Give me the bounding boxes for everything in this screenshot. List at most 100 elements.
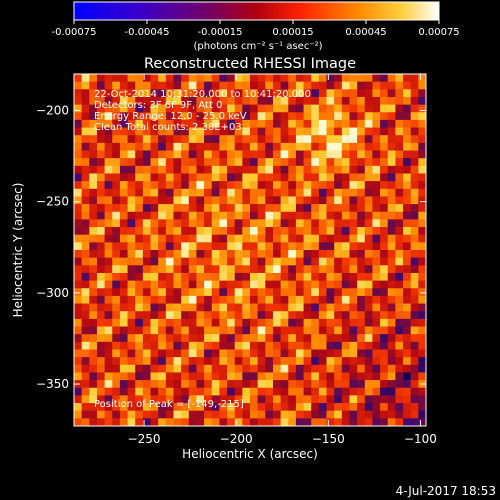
- heatmap-cell: [173, 81, 182, 90]
- heatmap-cell: [89, 326, 98, 335]
- heatmap-cell: [395, 250, 404, 259]
- heatmap-cell: [326, 127, 335, 136]
- heatmap-cell: [104, 74, 113, 83]
- heatmap-cell: [410, 410, 419, 419]
- heatmap-cell: [104, 234, 113, 243]
- heatmap-cell: [265, 288, 274, 297]
- heatmap-cell: [410, 234, 419, 243]
- heatmap-cell: [295, 242, 304, 251]
- heatmap-cell: [410, 74, 419, 83]
- heatmap-cell: [257, 112, 266, 121]
- heatmap-cell: [112, 265, 121, 274]
- heatmap-cell: [395, 272, 404, 282]
- heatmap-cell: [119, 211, 128, 220]
- heatmap-cell: [334, 165, 343, 174]
- heatmap-cell: [188, 288, 197, 297]
- heatmap-cell: [173, 211, 182, 220]
- heatmap-cell: [318, 112, 327, 121]
- heatmap-cell: [158, 311, 167, 320]
- heatmap-cell: [173, 165, 182, 174]
- heatmap-cell: [295, 272, 304, 282]
- heatmap-cell: [395, 387, 404, 396]
- heatmap-cell: [303, 265, 312, 274]
- heatmap-cell: [96, 334, 106, 343]
- heatmap-cell: [89, 173, 98, 182]
- heatmap-cell: [318, 357, 327, 366]
- heatmap-cell: [112, 96, 121, 106]
- heatmap-cell: [272, 387, 282, 396]
- heatmap-cell: [74, 181, 83, 190]
- heatmap-cell: [242, 357, 251, 366]
- heatmap-cell: [410, 150, 419, 159]
- heatmap-cell: [410, 142, 419, 151]
- heatmap-cell: [280, 357, 289, 366]
- heatmap-cell: [165, 219, 174, 228]
- heatmap-cell: [188, 242, 197, 251]
- heatmap-cell: [295, 204, 304, 213]
- heatmap-cell: [142, 81, 151, 90]
- heatmap-cell: [349, 364, 358, 373]
- heatmap-cell: [403, 96, 412, 106]
- heatmap-cell: [135, 303, 144, 312]
- heatmap-cell: [349, 204, 358, 213]
- heatmap-cell: [74, 395, 83, 404]
- heatmap-cell: [211, 119, 220, 128]
- heatmap-cell: [204, 311, 213, 320]
- heatmap-cell: [303, 227, 312, 236]
- heatmap-cell: [349, 227, 358, 236]
- heatmap-cell: [89, 81, 98, 90]
- heatmap-cell: [326, 234, 335, 243]
- heatmap-cell: [104, 242, 113, 251]
- heatmap-cell: [112, 349, 121, 358]
- heatmap-cell: [280, 334, 289, 343]
- heatmap-cell: [211, 227, 220, 236]
- heatmap-cell: [181, 288, 190, 297]
- heatmap-cell: [250, 326, 259, 335]
- heatmap-cell: [318, 334, 327, 343]
- heatmap-cell: [410, 395, 419, 404]
- heatmap-cell: [211, 188, 220, 197]
- heatmap-cell: [357, 250, 366, 259]
- heatmap-cell: [96, 96, 106, 106]
- heatmap-cell: [81, 318, 90, 327]
- heatmap-cell: [81, 196, 90, 205]
- heatmap-cell: [204, 150, 213, 159]
- heatmap-cell: [96, 387, 106, 396]
- heatmap-cell: [135, 227, 144, 236]
- heatmap-cell: [127, 403, 136, 412]
- heatmap-cell: [380, 250, 389, 259]
- heatmap-cell: [188, 165, 197, 174]
- heatmap-cell: [341, 104, 350, 113]
- heatmap-cell: [165, 81, 174, 90]
- heatmap-cell: [150, 219, 159, 228]
- heatmap-cell: [257, 74, 266, 83]
- heatmap-cell: [372, 242, 381, 251]
- heatmap-cell: [188, 127, 197, 136]
- heatmap-cell: [265, 127, 274, 136]
- heatmap-cell: [104, 403, 113, 412]
- heatmap-cell: [173, 280, 182, 289]
- heatmap-cell: [81, 387, 90, 396]
- heatmap-cell: [242, 265, 251, 274]
- heatmap-cell: [364, 418, 373, 426]
- heatmap-cell: [380, 89, 389, 98]
- heatmap-cell: [272, 380, 282, 389]
- heatmap-cell: [257, 380, 266, 389]
- heatmap-cell: [395, 280, 404, 289]
- heatmap-cell: [96, 341, 106, 350]
- heatmap-cell: [380, 418, 389, 426]
- heatmap-cell: [372, 96, 381, 106]
- heatmap-cell: [119, 387, 128, 396]
- heatmap-cell: [403, 181, 412, 190]
- heatmap-cell: [74, 326, 83, 335]
- heatmap-cell: [135, 311, 144, 320]
- heatmap-cell: [311, 410, 320, 419]
- heatmap-cell: [165, 234, 174, 243]
- heatmap-cell: [403, 380, 412, 389]
- heatmap-cell: [227, 158, 236, 167]
- heatmap-cell: [165, 334, 174, 343]
- heatmap-cell: [418, 250, 426, 259]
- heatmap-cell: [410, 364, 419, 373]
- heatmap-cell: [311, 104, 320, 113]
- heatmap-cell: [104, 364, 113, 373]
